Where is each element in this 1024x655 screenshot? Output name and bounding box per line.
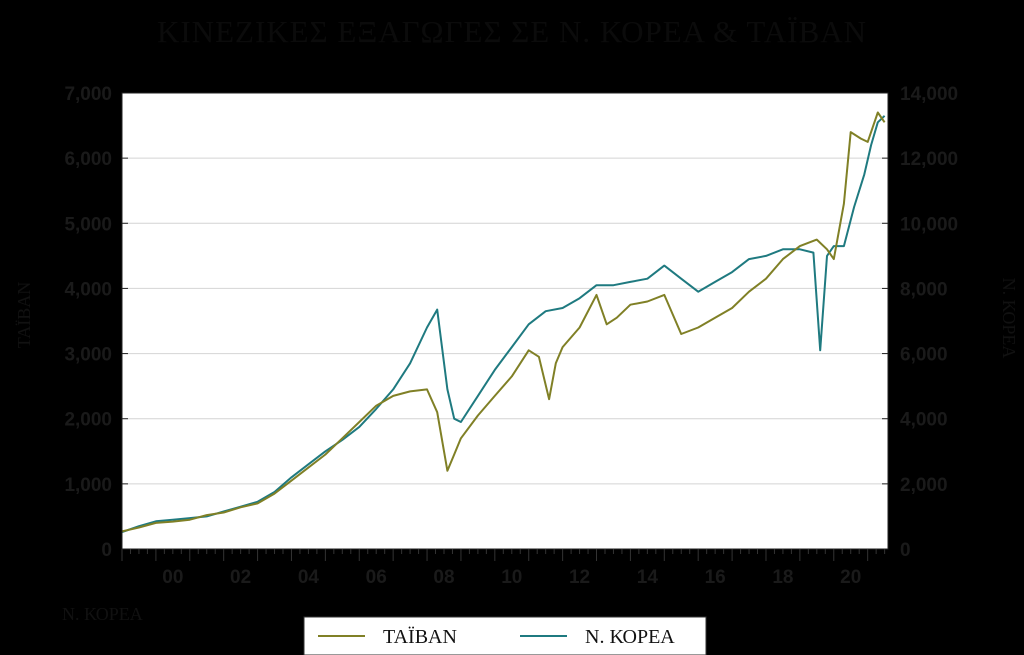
x-tick-label: 18 [772, 567, 793, 588]
x-tick-label: 00 [162, 567, 183, 588]
y-axis-right: 0 2,000 4,000 6,000 8,000 10,000 12,000 14,000 [882, 84, 958, 561]
x-axis-label: Ν. ΚΟΡΕΑ [62, 604, 143, 624]
legend-label-korea: Ν. ΚΟΡΕΑ [585, 626, 675, 648]
x-tick-label: 20 [840, 567, 861, 588]
legend-label-taiwan: ΤΑΪΒΑΝ [383, 625, 457, 648]
y-axis-label-right: Ν. ΚΟΡΕΑ [999, 278, 1019, 359]
y-right-tick-label: 10,000 [900, 214, 958, 235]
y-right-tick-label: 12,000 [900, 149, 958, 170]
x-tick-label: 14 [637, 567, 659, 588]
series-lines [121, 111, 886, 534]
y-right-tick-label: 2,000 [900, 475, 948, 496]
y-left-tick-label: 3,000 [64, 345, 112, 366]
y-axis-left: 0 1,000 2,000 3,000 4,000 5,000 6,000 7,000 [64, 84, 128, 561]
plot-frame [121, 92, 889, 550]
x-tick-label: 12 [569, 567, 590, 588]
y-right-tick-label: 4,000 [900, 410, 948, 431]
x-tick-label: 04 [298, 567, 320, 588]
y-left-tick-label: 0 [101, 540, 112, 561]
y-left-tick-label: 2,000 [64, 410, 112, 431]
y-right-tick-label: 0 [900, 540, 911, 561]
chart-title: ΚΙΝΕΖΙΚΕΣ ΕΞΑΓΩΓΕΣ ΣΕ Ν. ΚΟΡΕΑ & ΤΑΪΒΑΝ [156, 14, 868, 49]
series-line-korea [121, 115, 886, 534]
x-tick-label: 16 [705, 567, 726, 588]
x-axis: 00 02 04 06 08 10 12 14 16 18 20 [121, 549, 886, 588]
y-axis-label-left: ΤΑΪΒΑΝ [14, 282, 34, 349]
y-left-tick-label: 7,000 [64, 84, 112, 105]
y-left-tick-label: 4,000 [64, 279, 112, 300]
y-right-tick-label: 14,000 [900, 84, 958, 105]
x-tick-label: 08 [433, 567, 454, 588]
plot-area [122, 93, 888, 549]
y-left-tick-label: 1,000 [64, 475, 112, 496]
y-right-tick-label: 6,000 [900, 345, 948, 366]
y-right-tick-label: 8,000 [900, 279, 948, 300]
legend-box [303, 616, 707, 655]
legend: ΤΑΪΒΑΝ Ν. ΚΟΡΕΑ [303, 616, 707, 655]
x-tick-label: 10 [501, 567, 522, 588]
y-left-tick-label: 5,000 [64, 214, 112, 235]
x-tick-label: 02 [230, 567, 251, 588]
grid-lines [122, 157, 888, 485]
y-left-tick-label: 6,000 [64, 149, 112, 170]
x-tick-label: 06 [366, 567, 387, 588]
series-line-taiwan [121, 111, 886, 533]
